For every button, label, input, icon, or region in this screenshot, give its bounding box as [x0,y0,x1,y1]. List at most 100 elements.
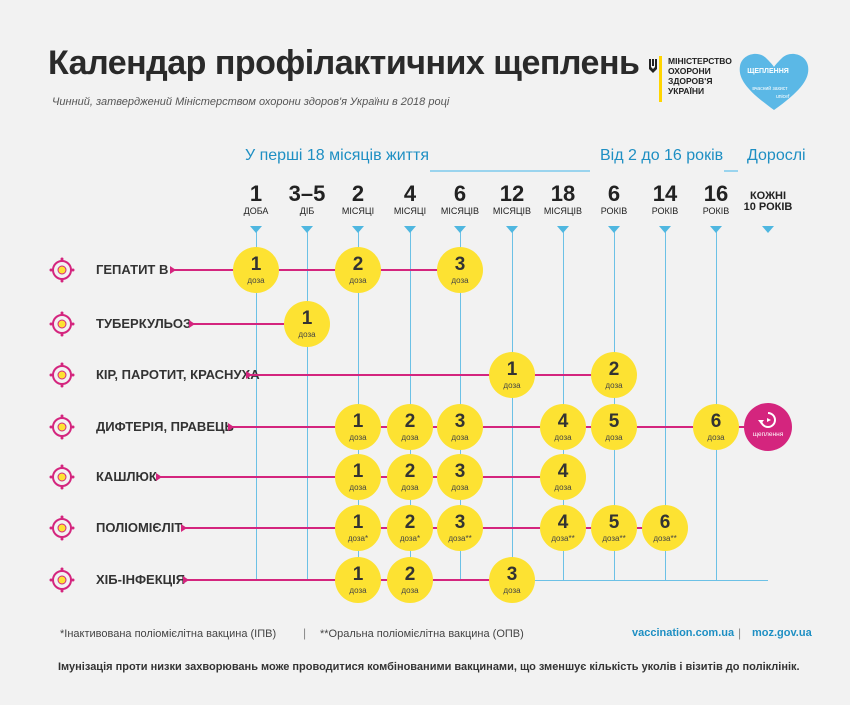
link-moz[interactable]: moz.gov.ua [752,627,812,639]
column-header-number: 6 [607,181,621,206]
dose-word: доза [349,483,367,492]
row-arrow-icon [181,524,187,532]
ministry-line-4: УКРАЇНИ [668,86,705,96]
group-adults: Дорослі [747,147,806,164]
dose-marker: 2 доза* [387,505,433,551]
column-header: 6 РОКІВ [589,182,639,217]
dose-marker: 1 доза [284,301,330,347]
ministry-line-1: МІНІСТЕРСТВО [668,56,732,66]
link-vaccination[interactable]: vaccination.com.ua [632,627,735,639]
dose-word: доза [349,433,367,442]
dose-marker: 6 доза [693,404,739,450]
column-header-unit: ДІБ [299,206,315,216]
column-header: КОЖНІ 10 РОКІВ [743,182,793,213]
column-marker-icon [659,226,671,233]
column-marker-icon [710,226,722,233]
dose-marker: 4 доза [540,404,586,450]
dose-marker: 3 доза [437,454,483,500]
heart-logo-icon [739,53,809,110]
row-arrow-icon [170,266,176,274]
dose-word: доза** [551,534,575,543]
column-header-unit: РОКІВ [651,206,679,216]
dose-word: доза [554,483,572,492]
column-header: 18 МІСЯЦІВ [538,182,588,217]
dose-number: 3 [454,254,466,275]
dose-marker: 3 доза [437,247,483,293]
dose-number: 5 [608,512,620,533]
column-header-unit: МІСЯЦІВ [492,206,532,216]
ministry-line-2: ОХОРОНИ [668,66,711,76]
column-header: 16 РОКІВ [691,182,741,217]
dose-word: доза [451,483,469,492]
dose-number: 5 [608,411,620,432]
measles-virus-icon [48,361,76,389]
column-header-unit: МІСЯЦІВ [543,206,583,216]
dose-marker: 2 доза [387,454,433,500]
column-header-unit: МІСЯЦІ [341,206,375,216]
column-header-number: 14 [652,181,678,206]
dose-marker: 4 доза** [540,505,586,551]
vaccine-label: ПОЛІОМІЄЛІТ [96,520,183,535]
dose-marker: 4 доза [540,454,586,500]
dose-number: 3 [506,564,518,585]
column-gridline [255,232,257,580]
dose-number: 2 [404,461,416,482]
dose-word: доза [401,433,419,442]
dose-word: доза [401,483,419,492]
column-header-number: 18 [550,181,576,206]
dose-number: 3 [454,461,466,482]
dose-word: доза [451,276,469,285]
dose-marker: 1 доза [233,247,279,293]
page-title: Календар профілактичних щеплень [48,44,640,82]
dose-marker: 3 доза** [437,505,483,551]
hepatitis-virus-icon [48,256,76,284]
dose-number: 1 [352,512,364,533]
dose-marker: 5 доза** [591,505,637,551]
vaccine-label: ДИФТЕРІЯ, ПРАВЕЦЬ [96,419,234,434]
dose-number: 1 [352,461,364,482]
dose-marker: 2 доза [387,557,433,603]
dose-number: 4 [557,512,569,533]
column-gridline [511,232,513,580]
repeat-icon [758,412,776,428]
dose-number: 3 [454,512,466,533]
column-header-unit: МІСЯЦІ [393,206,427,216]
dose-word: доза** [602,534,626,543]
dose-word: доза [451,433,469,442]
vaccine-label: ТУБЕРКУЛЬОЗ [96,316,192,331]
vaccine-timeline [232,426,768,428]
ministry-line-3: ЗДОРОВ'Я [668,76,713,86]
column-header: 2 МІСЯЦІ [333,182,383,217]
dose-number: 3 [454,411,466,432]
dose-marker: 1 доза [489,352,535,398]
column-marker-icon [557,226,569,233]
column-header-number: 16 [703,181,729,206]
vaccine-label: КІР, ПАРОТИТ, КРАСНУХА [96,367,260,382]
dose-word: доза* [347,534,369,543]
dose-marker: 3 доза [437,404,483,450]
dose-word: доза [707,433,725,442]
group-first-18-months-line [430,170,590,172]
unicef-logo: unicef [776,94,790,100]
column-marker-icon [404,226,416,233]
row-arrow-icon [228,423,234,431]
vaccine-timeline [174,269,460,271]
vaccine-label: ХІБ-ІНФЕКЦІЯ [96,572,186,587]
column-marker-icon [762,226,774,233]
vaccine-label: ГЕПАТИТ В [96,262,169,277]
campaign-title: ЩЕПЛЕННЯ [747,68,789,75]
dose-number: 6 [659,512,671,533]
column-header-number: 12 [499,181,525,206]
column-header-number: 3–5 [288,181,326,206]
dose-marker: 2 доза [387,404,433,450]
row-arrow-icon [189,320,195,328]
dose-marker: 1 доза [335,454,381,500]
vaccine-timeline [193,323,307,325]
polio-virus-icon [48,514,76,542]
dose-word: доза* [399,534,421,543]
dose-number: 6 [710,411,722,432]
column-header-number: 6 [453,181,467,206]
diphtheria-bacteria-icon [48,413,76,441]
dose-number: 1 [250,254,262,275]
column-header: 6 МІСЯЦІВ [435,182,485,217]
